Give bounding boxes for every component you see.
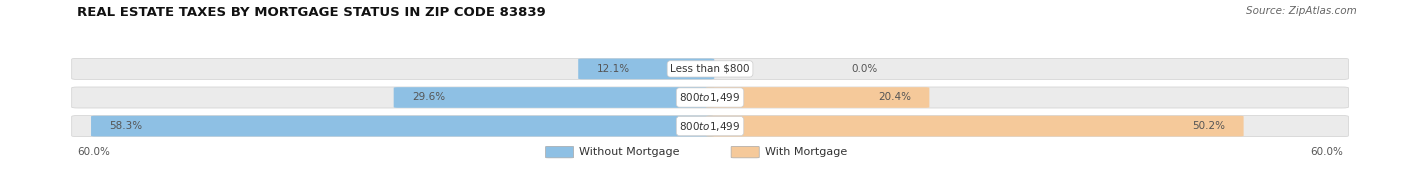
- Text: 58.3%: 58.3%: [110, 121, 142, 131]
- Text: 12.1%: 12.1%: [596, 64, 630, 74]
- Text: 20.4%: 20.4%: [879, 92, 911, 103]
- Text: 50.2%: 50.2%: [1192, 121, 1226, 131]
- Text: $800 to $1,499: $800 to $1,499: [679, 91, 741, 104]
- FancyBboxPatch shape: [394, 87, 714, 108]
- Text: Less than $800: Less than $800: [671, 64, 749, 74]
- FancyBboxPatch shape: [578, 58, 714, 79]
- FancyBboxPatch shape: [72, 87, 1348, 108]
- Text: 60.0%: 60.0%: [1310, 147, 1343, 157]
- Text: $800 to $1,499: $800 to $1,499: [679, 120, 741, 133]
- FancyBboxPatch shape: [72, 58, 1348, 79]
- FancyBboxPatch shape: [546, 146, 574, 158]
- Text: 60.0%: 60.0%: [77, 147, 110, 157]
- Text: 0.0%: 0.0%: [852, 64, 877, 74]
- Text: REAL ESTATE TAXES BY MORTGAGE STATUS IN ZIP CODE 83839: REAL ESTATE TAXES BY MORTGAGE STATUS IN …: [77, 6, 546, 19]
- Text: With Mortgage: With Mortgage: [765, 147, 846, 157]
- FancyBboxPatch shape: [731, 146, 759, 158]
- FancyBboxPatch shape: [91, 116, 714, 136]
- FancyBboxPatch shape: [706, 87, 929, 108]
- FancyBboxPatch shape: [706, 116, 1244, 136]
- FancyBboxPatch shape: [72, 116, 1348, 137]
- Text: Source: ZipAtlas.com: Source: ZipAtlas.com: [1246, 6, 1357, 16]
- Text: Without Mortgage: Without Mortgage: [579, 147, 679, 157]
- Text: 29.6%: 29.6%: [412, 92, 446, 103]
